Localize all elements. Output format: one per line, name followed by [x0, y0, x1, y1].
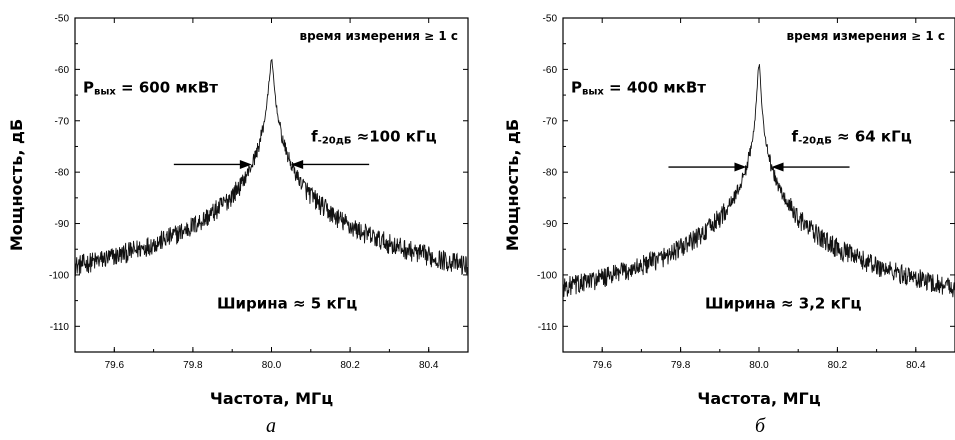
y-tick-label: -90: [543, 219, 558, 230]
y-tick-label: -100: [537, 270, 557, 281]
y-tick-label: -110: [50, 322, 70, 333]
y-tick-label: -100: [49, 270, 69, 281]
linewidth-annotation: Ширина ≈ 5 кГц: [217, 294, 357, 312]
spectrum-line: [74, 58, 469, 277]
x-tick-label: 79.8: [183, 360, 203, 371]
arrowhead-left: [239, 159, 252, 169]
output-power-annotation: Pвых = 600 мкВт: [83, 79, 218, 98]
y-tick-label: -90: [55, 219, 70, 230]
y-tick-label: -60: [543, 65, 558, 76]
y-tick-label: -110: [538, 322, 558, 333]
y-tick-label: -50: [543, 14, 558, 25]
x-axis-title: Частота, МГц: [210, 389, 333, 408]
y-tick-label: -50: [55, 14, 70, 25]
chart-panel-1: -50 -60 -70 -80 -90 -100 -110 79.6 79.8 80.0 80.2 8…: [7, 14, 469, 437]
linewidth-20db-annotation: f-20дБ ≈100 кГц: [311, 127, 436, 146]
x-tick-label: 80.4: [419, 360, 439, 371]
x-tick-label: 79.8: [671, 360, 691, 371]
y-tick-label: -70: [543, 116, 558, 127]
x-tick-label: 79.6: [105, 360, 125, 371]
x-tick-label: 80.0: [749, 360, 769, 371]
measurement-time-annotation: время измерения ≥ 1 с: [299, 29, 458, 43]
arrowhead-right: [291, 159, 304, 169]
x-tick-label: 80.2: [340, 360, 360, 371]
y-tick-label: -80: [543, 168, 558, 179]
arrowhead-left: [734, 162, 747, 172]
y-axis-title: Мощность, дБ: [503, 119, 522, 251]
spectrum-line: [562, 64, 955, 298]
x-tick-label: 80.4: [906, 360, 926, 371]
measurement-time-annotation: время измерения ≥ 1 с: [786, 29, 945, 43]
x-tick-label: 80.2: [828, 360, 848, 371]
y-axis-title: Мощность, дБ: [7, 119, 26, 251]
x-tick-label: 80.0: [262, 360, 282, 371]
chart-panel-2: -50 -60 -70 -80 -90 -100 -110 79.6 79.8 80.0 80.2 8…: [503, 14, 955, 437]
panel-label: а: [266, 415, 276, 437]
linewidth-annotation: Ширина ≈ 3,2 кГц: [705, 294, 861, 312]
panel-label: б: [755, 415, 766, 437]
y-tick-label: -60: [55, 65, 70, 76]
linewidth-20db-annotation: f-20дБ ≈ 64 кГц: [792, 127, 912, 146]
output-power-annotation: Pвых = 400 мкВт: [571, 79, 706, 98]
x-axis-title: Частота, МГц: [697, 389, 820, 408]
arrowhead-right: [771, 162, 784, 172]
y-tick-label: -70: [55, 116, 70, 127]
x-tick-label: 79.6: [592, 360, 612, 371]
y-tick-label: -80: [55, 168, 70, 179]
